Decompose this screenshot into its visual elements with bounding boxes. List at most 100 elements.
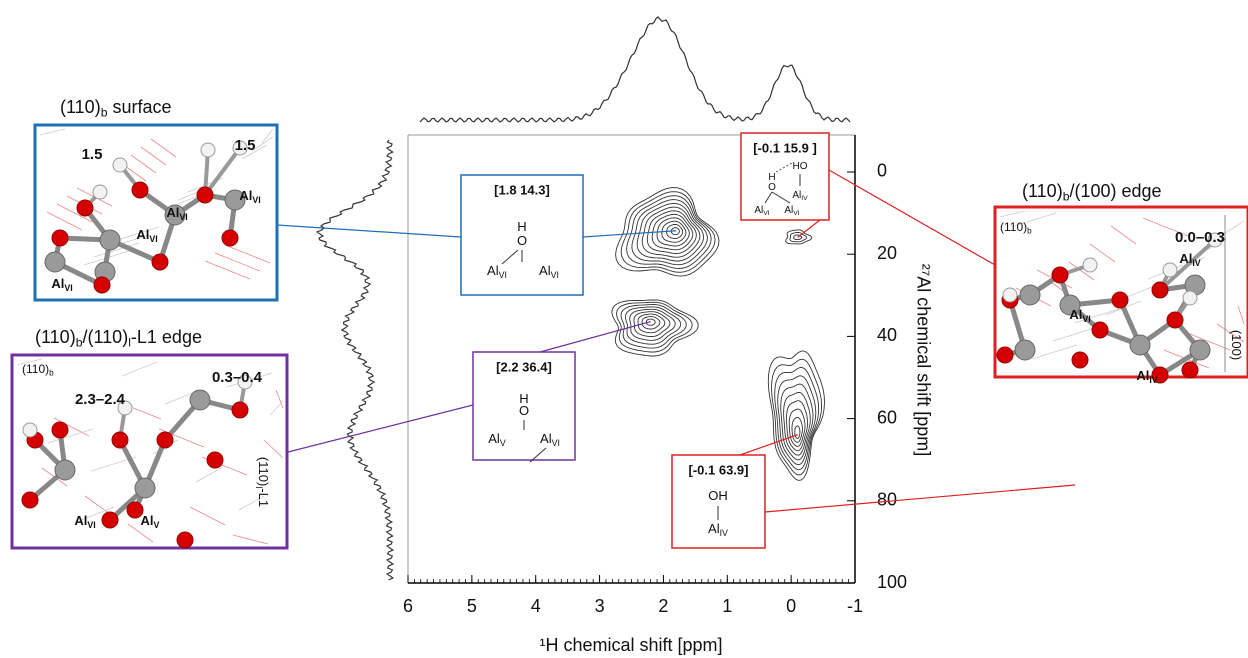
atom-label: AlVI <box>74 513 95 530</box>
h-atom <box>1162 262 1178 278</box>
contour <box>620 304 687 349</box>
atom-label: AlVI <box>239 188 260 205</box>
text-part: OH <box>708 488 728 503</box>
site-label: O <box>519 403 529 418</box>
h-atom <box>232 140 248 156</box>
side-label: (100) <box>1229 330 1244 360</box>
text-part: V <box>500 438 506 448</box>
text-part: Al <box>1136 368 1149 383</box>
contour <box>767 350 825 481</box>
o-atom <box>131 181 149 199</box>
al-atom <box>1189 339 1211 361</box>
wireframe <box>204 260 251 280</box>
text-part: l <box>128 336 131 350</box>
o-atom <box>21 491 39 509</box>
wireframe <box>1142 217 1189 237</box>
y-tick-label: 20 <box>877 243 897 263</box>
text-part: -L1 <box>256 488 271 507</box>
text-part: (110) <box>256 457 271 486</box>
text-part: b <box>1027 227 1032 236</box>
atom-label: AlVI <box>136 227 157 244</box>
text-part: H <box>519 391 528 406</box>
site-label: AlIV <box>708 521 728 538</box>
atom-label: AlIV <box>1179 251 1200 268</box>
wireframe <box>130 154 157 174</box>
wireframe <box>46 211 83 231</box>
o-atom <box>196 186 214 204</box>
side-label: (110)l-L1 <box>254 457 271 507</box>
wireframe <box>1010 212 1057 228</box>
text-part: O <box>519 403 529 418</box>
o-atom <box>231 401 249 419</box>
x-tick-label: -1 <box>847 596 863 616</box>
wireframe <box>263 439 284 459</box>
contour <box>791 417 803 443</box>
shift-value: 1.5 <box>82 146 103 163</box>
leader <box>739 434 798 456</box>
y-tick-label: 80 <box>877 490 897 510</box>
text-part: Al <box>540 431 552 446</box>
o-atom <box>93 276 111 294</box>
text-part: Al <box>784 205 793 216</box>
wireframe <box>78 506 115 522</box>
wireframe <box>251 136 274 152</box>
text-part: Al <box>136 227 149 242</box>
text-part: (110) <box>60 97 101 117</box>
contour <box>641 316 661 330</box>
al-atom <box>1014 339 1036 361</box>
text-part: Al <box>1069 307 1082 322</box>
peak-label: [1.8 14.3] <box>494 182 550 197</box>
leader <box>797 219 821 238</box>
text-part: b <box>101 106 108 120</box>
h-atom <box>92 184 108 200</box>
text-part: O <box>768 182 776 193</box>
callout-box <box>671 454 766 549</box>
leader <box>764 484 1076 513</box>
x-tick-label: 0 <box>786 596 796 616</box>
wireframe <box>275 389 284 409</box>
projection-left <box>315 139 395 581</box>
wireframe <box>47 428 94 444</box>
wireframe <box>224 244 271 264</box>
text-part: b <box>1063 190 1070 204</box>
bond <box>764 191 773 204</box>
wireframe <box>121 361 158 377</box>
o-atom <box>176 531 194 549</box>
text-part: Al <box>166 205 179 220</box>
text-part: VI <box>149 234 157 244</box>
leader <box>539 321 651 353</box>
h-atom <box>200 142 216 158</box>
contour <box>771 358 823 476</box>
text-part: Al <box>754 205 763 216</box>
contour <box>780 383 814 461</box>
wireframe <box>16 358 43 366</box>
x-axis-label: ¹H chemical shift [ppm] <box>539 635 722 655</box>
o-atom <box>151 253 169 271</box>
leader <box>287 404 474 453</box>
text-part: VI <box>179 212 187 222</box>
text-part: Al <box>141 513 154 528</box>
site-label: AlV <box>488 431 506 448</box>
text-part: b <box>49 369 54 378</box>
h-atom <box>22 422 38 438</box>
text-part: surface <box>108 97 172 117</box>
o-atom <box>1181 361 1199 379</box>
al-atom <box>164 204 186 226</box>
wireframe <box>232 534 269 545</box>
text-part: Al <box>792 190 801 201</box>
wireframe <box>999 210 1026 218</box>
contour <box>631 199 708 266</box>
o-atom <box>1151 281 1169 299</box>
wireframe <box>53 417 90 437</box>
wireframe <box>238 495 265 511</box>
text-part: HO <box>793 161 808 172</box>
wireframe <box>1184 331 1231 351</box>
text-part: Al <box>1179 251 1192 266</box>
text-part: IV <box>1192 258 1200 268</box>
site-label: H <box>517 219 526 234</box>
atom-label: AlV <box>141 513 160 530</box>
wireframe <box>127 523 154 543</box>
h-atom <box>112 157 128 173</box>
wireframe <box>113 226 160 242</box>
al-atom <box>54 459 76 481</box>
